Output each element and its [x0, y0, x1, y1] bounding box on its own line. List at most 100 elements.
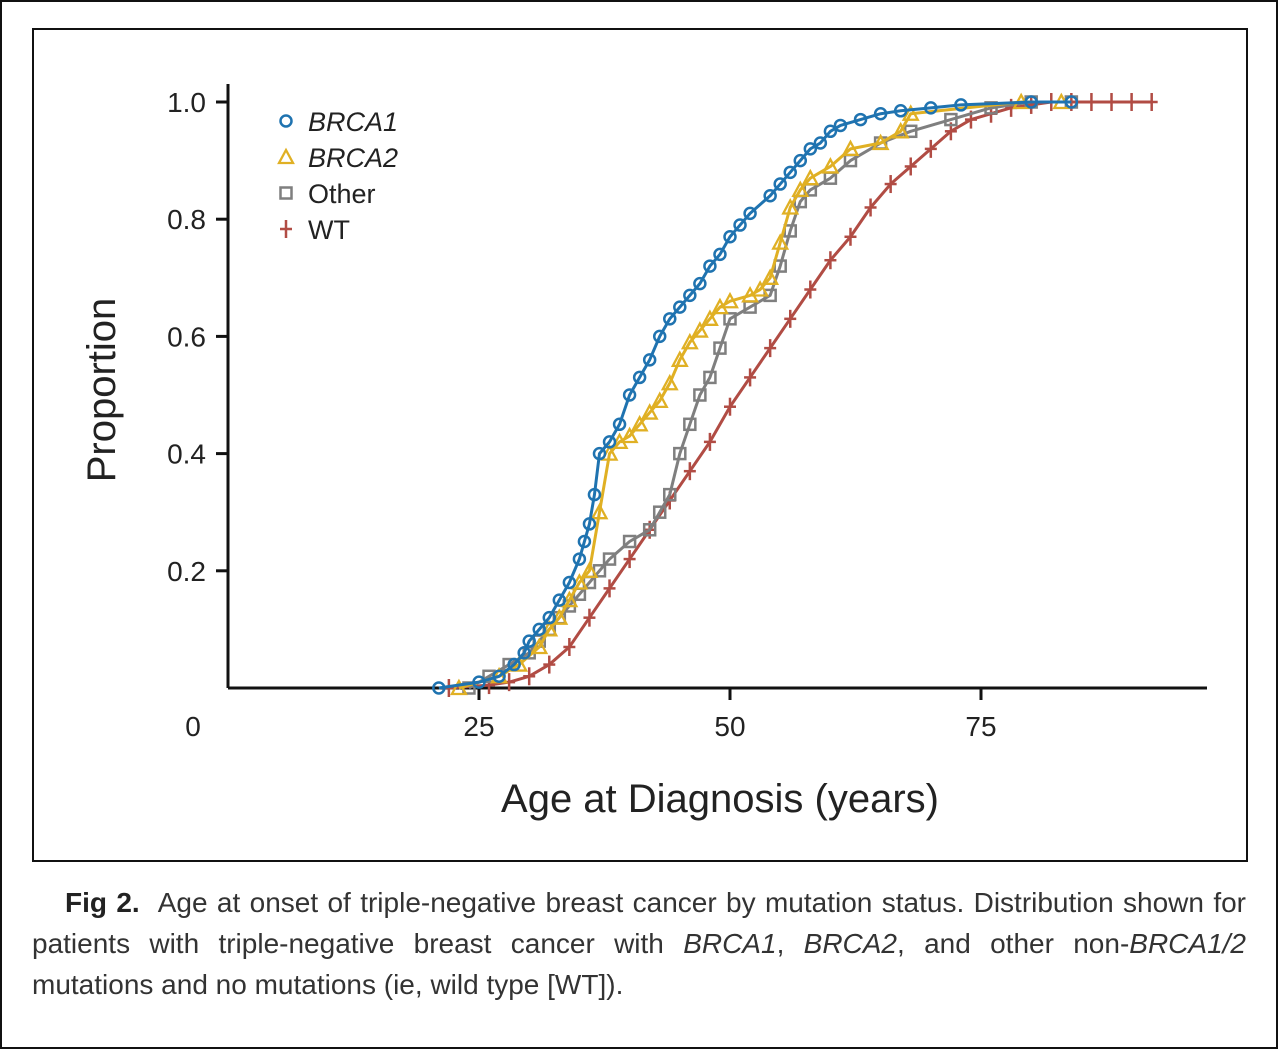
data-point: [743, 206, 757, 221]
y-tick-label: 0.2: [167, 556, 206, 587]
legend: BRCA1 BRCA2 Other WT: [277, 107, 398, 245]
data-point: [620, 426, 639, 444]
data-point: [1105, 93, 1118, 111]
legend-label-brca1: BRCA1: [308, 107, 398, 137]
data-point: [833, 118, 848, 133]
data-point: [517, 646, 531, 660]
caption-gene-brca12: BRCA1/2: [1129, 928, 1246, 959]
data-point: [873, 106, 888, 121]
data-point: [693, 388, 707, 402]
data-point: [507, 657, 521, 672]
y-tick-label: 0.8: [167, 204, 206, 235]
data-point: [793, 153, 808, 168]
legend-marker-wt: [280, 220, 292, 238]
data-point: [673, 446, 687, 461]
data-point: [871, 133, 890, 151]
data-point: [432, 681, 446, 695]
data-point: [563, 637, 576, 656]
data-point: [783, 165, 797, 180]
data-point: [612, 417, 627, 432]
caption-text-1: Age at onset of triple-negative breast c…: [32, 887, 1246, 959]
figure-label: Fig 2.: [65, 887, 140, 918]
data-point: [924, 101, 938, 115]
data-point: [1024, 95, 1038, 109]
y-tick-label: 0.4: [167, 439, 206, 470]
series-line-brca1: [438, 100, 1072, 690]
data-point: [703, 259, 717, 273]
data-point: [603, 579, 616, 598]
data-point: [602, 552, 617, 566]
legend-label-other: Other: [308, 179, 376, 209]
data-point: [763, 189, 777, 203]
data-point: [924, 139, 937, 158]
data-point: [744, 368, 757, 387]
data-point: [784, 309, 797, 328]
legend-marker-brca1: [279, 114, 293, 128]
data-point: [683, 288, 697, 303]
data-point: [642, 353, 657, 367]
data-point: [522, 634, 536, 648]
data-point: [492, 669, 506, 684]
data-point: [844, 227, 857, 246]
series-brca2: [449, 92, 1071, 696]
data-point: [824, 251, 837, 270]
y-tick-label: 1.0: [167, 87, 206, 118]
data-point: [577, 534, 592, 549]
data-point: [1125, 93, 1138, 111]
data-point: [773, 177, 787, 191]
axes: 0.2 0.4 0.6 0.8 1.0 25 50 75 0: [167, 84, 1207, 742]
data-point: [801, 168, 820, 186]
series-line-brca2: [458, 100, 1062, 690]
data-point: [523, 667, 536, 686]
series-layer: [432, 92, 1158, 697]
data-point: [804, 280, 817, 299]
caption-text-4: mutations and no mutations (ie, wild typ…: [32, 969, 624, 1000]
data-point: [954, 98, 968, 112]
data-point: [723, 230, 737, 244]
data-point: [733, 218, 747, 232]
data-point: [449, 678, 468, 696]
data-point: [944, 112, 958, 127]
data-point: [724, 397, 736, 416]
y-tick-label: 0.6: [167, 321, 206, 352]
data-point: [713, 341, 727, 355]
data-point: [680, 332, 699, 350]
data-point: [543, 655, 556, 674]
data-point: [713, 247, 727, 262]
series-brca1: [432, 95, 1079, 695]
data-point: [841, 139, 860, 157]
data-point: [813, 136, 828, 150]
figure-caption: Fig 2. Age at onset of triple-negative br…: [32, 882, 1246, 1005]
data-point: [590, 502, 609, 520]
data-point: [690, 321, 709, 338]
legend-label-brca2: BRCA2: [308, 143, 398, 173]
data-point: [663, 487, 677, 502]
data-point: [1085, 93, 1098, 111]
data-point: [791, 180, 810, 198]
data-point: [640, 403, 659, 420]
data-point: [622, 388, 637, 402]
data-point: [1064, 95, 1079, 109]
data-point: [683, 417, 697, 432]
data-point: [693, 276, 707, 291]
data-point: [703, 432, 716, 451]
legend-marker-brca2: [277, 147, 295, 165]
data-point: [532, 622, 546, 637]
data-point: [673, 300, 687, 314]
data-point: [901, 104, 920, 121]
data-point: [670, 350, 689, 367]
data-point: [632, 370, 647, 385]
plot-panel-border: [32, 28, 1248, 862]
data-point: [761, 268, 780, 285]
data-point: [660, 373, 679, 391]
data-point: [592, 446, 607, 461]
data-point: [562, 575, 577, 590]
data-point: [602, 435, 617, 449]
data-point: [864, 198, 877, 217]
data-point: [721, 291, 739, 309]
chart: 0.2 0.4 0.6 0.8 1.0 25 50 75 0 BRCA1 BRCA2 Other WT…: [80, 84, 1207, 821]
data-point: [821, 157, 840, 174]
x-axis-label: Age at Diagnosis (years): [501, 777, 939, 821]
caption-gene-brca2: BRCA2: [803, 928, 898, 959]
